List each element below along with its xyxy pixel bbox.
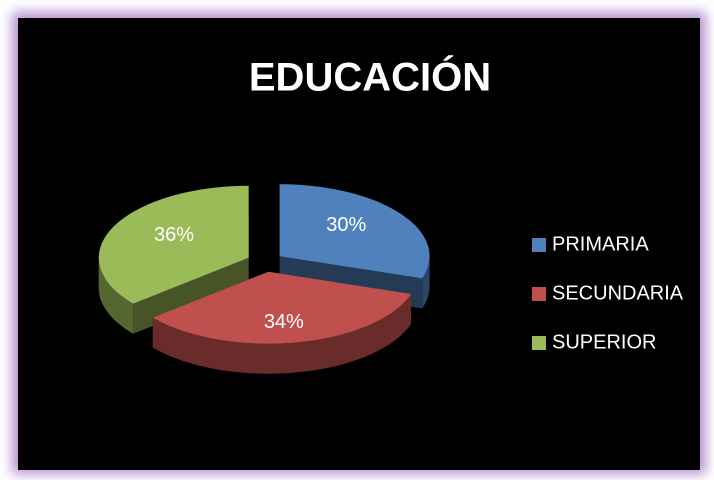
legend-swatch: [532, 336, 546, 350]
slice-rim: [98, 257, 134, 334]
legend-swatch: [532, 287, 546, 301]
value-label: 30%: [326, 214, 366, 236]
slice: [152, 271, 412, 344]
value-label: 34%: [264, 311, 304, 333]
slice: [98, 185, 249, 304]
legend-label: SECUNDARIA: [552, 282, 684, 304]
chart-title: EDUCACIÓN: [249, 54, 491, 100]
slice-rim: [152, 294, 412, 374]
value-label: 36%: [154, 224, 194, 246]
slice: [279, 184, 430, 279]
legend-swatch: [532, 238, 546, 252]
legend-label: PRIMARIA: [552, 233, 649, 255]
slice-rim: [422, 256, 430, 309]
legend-label: SUPERIOR: [552, 331, 656, 353]
